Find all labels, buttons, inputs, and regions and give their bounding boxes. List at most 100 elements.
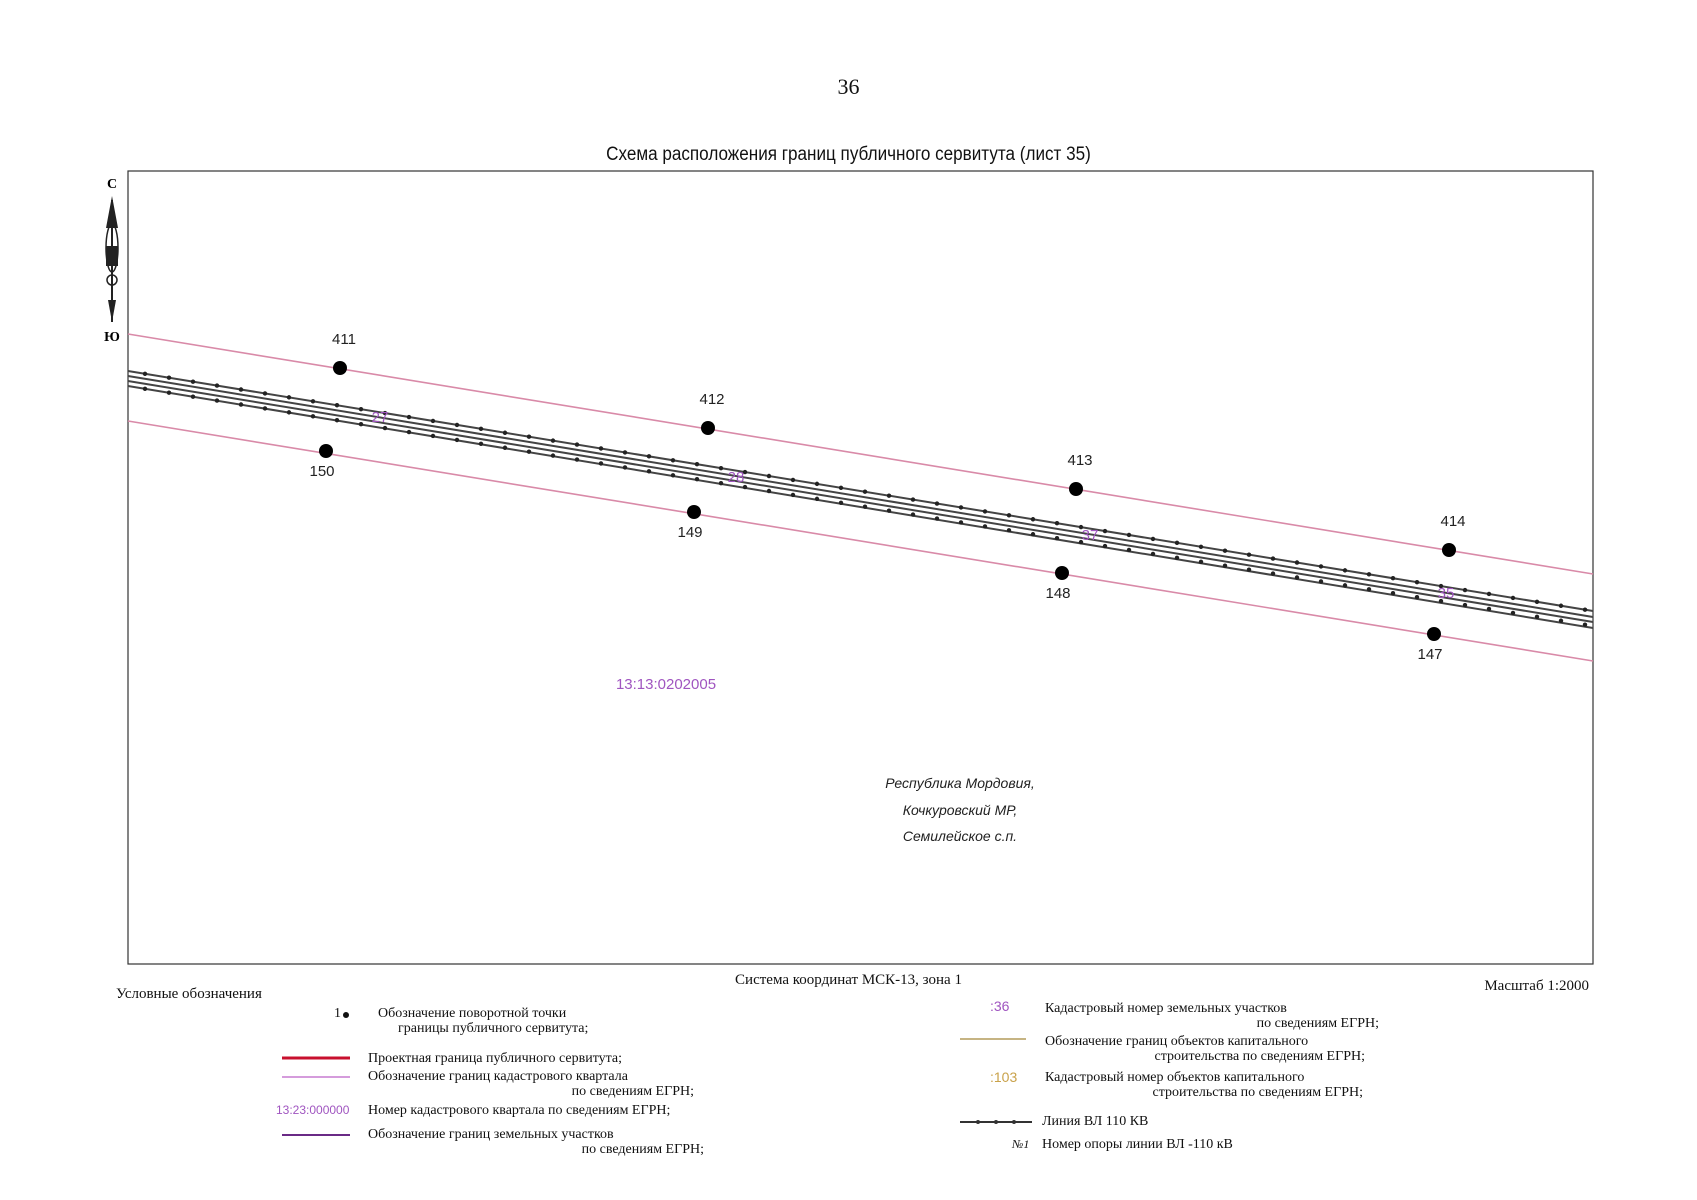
- turn-point-label: 148: [1045, 585, 1070, 602]
- vl-pole-dot: [1102, 528, 1108, 534]
- vl-pole-dot: [1078, 524, 1084, 530]
- vl-pole-dot: [1414, 579, 1420, 585]
- vl-110-line: [127, 370, 1594, 629]
- vl-pole-dot: [1198, 544, 1204, 549]
- legend-vl-line-text: Линия ВЛ 110 КВ: [1042, 1114, 1149, 1129]
- vl-pole-dot: [790, 477, 796, 483]
- vl-pole-dot: [574, 457, 580, 462]
- vl-pole-dot: [166, 390, 172, 395]
- quarter-number-label: 13:13:0202005: [616, 676, 716, 693]
- vl-pole-dot: [1582, 607, 1588, 612]
- vl-pole-dot: [910, 512, 916, 517]
- vl-pole-dot: [1270, 571, 1276, 576]
- vl-pole-dot: [1294, 560, 1300, 565]
- parcel-number-label: 37: [1082, 527, 1099, 544]
- vl-pole-dot: [1390, 591, 1396, 596]
- vl-pole-dot: [1054, 520, 1060, 526]
- turn-point-label: 150: [309, 463, 334, 480]
- vl-pole-dot: [934, 501, 940, 506]
- legend-parcel-number-line2: по сведениям ЕГРН;: [1256, 1016, 1379, 1031]
- vl-pole-dot: [1198, 559, 1204, 564]
- vl-pole-dot: [862, 504, 868, 509]
- legend-turn-point-number: 1: [334, 1006, 341, 1021]
- vl-pole-dot: [1270, 556, 1276, 561]
- vl-pole-dot: [598, 461, 604, 466]
- coordinate-system: Система координат МСК-13, зона 1: [735, 972, 962, 988]
- turn-point-marker: [1442, 543, 1456, 557]
- vl-pole-dot: [406, 429, 412, 435]
- vl-pole-dot: [1054, 535, 1060, 541]
- compass-south-label: Ю: [104, 330, 120, 345]
- vl-pole-dot: [1006, 528, 1012, 533]
- vl-pole-dot: [1102, 543, 1108, 549]
- vl-pole-dot: [334, 403, 340, 408]
- map-frame: [127, 170, 1594, 965]
- turn-point-marker: [1069, 482, 1083, 496]
- turn-point-marker: [319, 444, 333, 458]
- vl-pole-dot: [982, 509, 988, 514]
- vl-pole-dot: [1342, 568, 1348, 573]
- vl-pole-dot: [910, 497, 916, 502]
- vl-pole-dot: [310, 399, 316, 404]
- vl-pole-dot: [1534, 599, 1540, 605]
- vl-pole-dot: [1558, 618, 1564, 623]
- vl-pole-dot: [622, 465, 628, 470]
- vl-pole-dot: [1318, 579, 1324, 584]
- vl-pole-dot: [1582, 622, 1588, 627]
- vl-pole-dot: [190, 394, 196, 399]
- turn-point-label: 147: [1417, 646, 1442, 663]
- vl-pole-dot: [478, 441, 484, 447]
- vl-pole-dot: [694, 462, 700, 467]
- vl-pole-dot: [958, 520, 964, 525]
- vl-pole-dot: [838, 485, 844, 491]
- vl-pole-dot: [670, 458, 676, 463]
- vl-pole-dot: [550, 453, 556, 458]
- vl-pole-dot: [1222, 548, 1228, 553]
- vl-pole-dot: [1366, 572, 1372, 577]
- region-line-2: Кочкуровский МР,: [903, 802, 1018, 818]
- vl-pole-dot: [1534, 614, 1540, 620]
- vl-pole-dot: [622, 450, 628, 455]
- map-title: Схема расположения границ публичного сер…: [606, 144, 1091, 165]
- vl-pole-dot: [358, 421, 364, 427]
- vl-pole-dot: [1342, 583, 1348, 588]
- legend-turn-point-icon: [343, 1012, 349, 1018]
- vl-pole-dot: [646, 469, 652, 474]
- vl-pole-dot: [406, 414, 412, 420]
- vl-pole-dot: [1486, 606, 1492, 612]
- vl-pole-dot: [934, 516, 940, 521]
- vl-pole-dot: [1246, 567, 1252, 572]
- north-arrow-icon: [105, 196, 119, 322]
- legend-quarter-boundary-line2: по сведениям ЕГРН;: [571, 1084, 694, 1099]
- servitude-lower-boundary: [127, 420, 1594, 662]
- vl-pole-dot: [358, 406, 364, 412]
- vl-pole-dot: [478, 426, 484, 432]
- vl-pole-dot: [1222, 563, 1228, 568]
- vl-pole-dot: [742, 484, 748, 490]
- vl-pole-dot: [382, 425, 388, 431]
- legend-parcel-boundary-line2: по сведениям ЕГРН;: [581, 1142, 704, 1157]
- region-line-1: Республика Мордовия,: [885, 775, 1035, 791]
- vl-pole-dot: [598, 446, 604, 451]
- vl-pole-dot: [670, 473, 676, 478]
- vl-pole-dot: [334, 418, 340, 423]
- turn-point-marker: [701, 421, 715, 435]
- legend-turn-point-line2: границы публичного сервитута;: [398, 1021, 589, 1036]
- vl-pole-dot: [1510, 610, 1516, 616]
- legend-parcel-boundary-line1: Обозначение границ земельных участков: [368, 1127, 614, 1142]
- vl-pole-dot: [142, 371, 148, 376]
- vl-pole-dot: [1150, 551, 1156, 557]
- vl-pole-dot: [838, 500, 844, 506]
- legend-parcel-number-sample: :36: [990, 998, 1010, 1014]
- vl-pole-dot: [526, 434, 532, 439]
- vl-pole-dot: [1030, 517, 1036, 522]
- turn-point-label: 412: [699, 391, 724, 408]
- page-number: 36: [837, 74, 860, 99]
- legend-pole-number-sample: №1: [1012, 1137, 1030, 1151]
- turn-point-label: 414: [1440, 513, 1465, 530]
- legend-capital-boundary-line2: строительства по сведениям ЕГРН;: [1154, 1049, 1366, 1064]
- parcel-number-label: 28: [728, 469, 745, 486]
- turn-point-marker: [333, 361, 347, 375]
- turn-point-marker: [1055, 566, 1069, 580]
- map-scale: Масштаб 1:2000: [1484, 978, 1589, 994]
